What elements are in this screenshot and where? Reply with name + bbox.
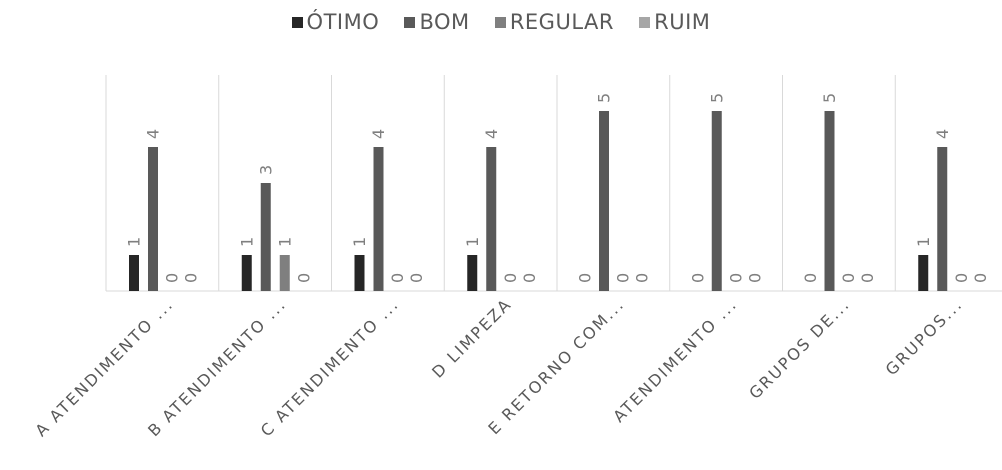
bar-otimo [354, 255, 365, 291]
legend-swatch-ruim [639, 17, 651, 28]
data-label: 5 [707, 93, 726, 103]
data-label: 1 [237, 237, 256, 247]
bar-otimo [467, 255, 478, 291]
data-label: 0 [294, 273, 313, 283]
data-label: 0 [971, 273, 990, 283]
data-label: 0 [520, 273, 539, 283]
data-label: 0 [614, 273, 633, 283]
data-label: 5 [820, 93, 839, 103]
data-label: 1 [350, 237, 369, 247]
data-label: 0 [388, 273, 407, 283]
data-label: 4 [369, 129, 388, 139]
data-label: 0 [726, 273, 745, 283]
data-label: 1 [125, 237, 144, 247]
category-label: GRUPOS... [882, 294, 967, 379]
chart-legend: ÓTIMO BOM REGULAR RUIM [0, 10, 1002, 34]
legend-item-ruim: RUIM [639, 10, 710, 34]
data-label: 0 [501, 273, 520, 283]
category-label: GRUPOS DE... [745, 294, 853, 402]
data-label: 0 [745, 273, 764, 283]
legend-swatch-regular [494, 17, 506, 28]
bar-bom [937, 147, 948, 291]
data-label: 0 [858, 273, 877, 283]
data-label: 3 [256, 165, 275, 175]
data-label: 4 [144, 129, 163, 139]
bar-bom [373, 147, 384, 291]
legend-label-otimo: ÓTIMO [306, 10, 380, 34]
data-label: 1 [914, 237, 933, 247]
bar-otimo [918, 255, 929, 291]
bar-bom [599, 111, 609, 291]
bar-bom [824, 111, 835, 291]
legend-item-otimo: ÓTIMO [291, 10, 380, 34]
category-label: D LIMPEZA [428, 294, 515, 381]
bar-bom [148, 147, 158, 291]
data-label: 0 [633, 273, 652, 283]
data-label: 0 [407, 273, 426, 283]
bar-bom [711, 111, 722, 291]
category-label: ATENDIMENTO ... [609, 294, 741, 426]
data-label: 0 [163, 273, 182, 283]
data-label: 0 [688, 273, 707, 283]
bar-regular [279, 255, 290, 291]
data-label: 5 [595, 93, 614, 103]
data-label: 0 [801, 273, 820, 283]
data-label: 0 [839, 273, 858, 283]
data-label: 0 [952, 273, 971, 283]
bar-otimo [129, 255, 139, 291]
data-label: 0 [182, 273, 201, 283]
bar-bom [486, 147, 497, 291]
legend-label-ruim: RUIM [654, 10, 711, 34]
bar-otimo [241, 255, 252, 291]
legend-label-regular: REGULAR [509, 10, 614, 34]
legend-swatch-otimo [291, 17, 303, 28]
data-label: 4 [482, 129, 501, 139]
legend-swatch-bom [404, 17, 416, 28]
legend-item-regular: REGULAR [494, 10, 614, 34]
data-label: 1 [463, 237, 482, 247]
legend-item-bom: BOM [404, 10, 469, 34]
bar-bom [260, 183, 271, 291]
legend-label-bom: BOM [419, 10, 470, 34]
data-label: 0 [576, 273, 595, 283]
data-label: 4 [933, 129, 952, 139]
data-label: 1 [275, 237, 294, 247]
